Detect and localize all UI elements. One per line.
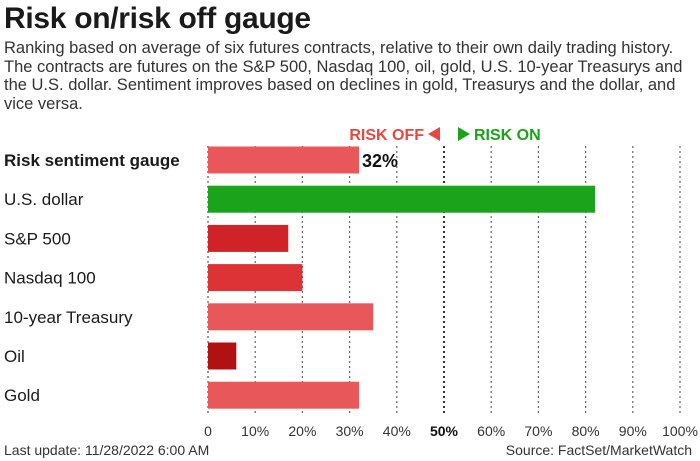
bar [208, 381, 360, 409]
x-tick-labels: 0 10% 20% 30% 40% 50% 60% 70% 80% 90% 100% [204, 423, 698, 439]
x-tick-label: 100% [662, 423, 698, 439]
x-tick-label: 40% [383, 423, 411, 439]
left-arrow-icon [428, 127, 440, 141]
category-label: Gold [4, 386, 40, 405]
x-tick-label: 60% [477, 423, 505, 439]
bar [208, 342, 237, 370]
risk-on-label: RISK ON [474, 127, 541, 144]
bar [208, 185, 596, 213]
source-note: Source: FactSet/MarketWatch [505, 442, 692, 458]
bar [208, 303, 374, 331]
category-label: S&P 500 [4, 229, 71, 248]
x-tick-label: 50% [430, 423, 459, 439]
category-labels: Risk sentiment gauge U.S. dollar S&P 500 Na… [4, 151, 180, 405]
data-label: 32% [362, 151, 398, 171]
category-label: 10-year Treasury [4, 308, 133, 327]
bar [208, 264, 303, 292]
x-tick-label: 10% [241, 423, 269, 439]
x-tick-label: 20% [288, 423, 316, 439]
last-update: Last update: 11/28/2022 6:00 AM [4, 442, 210, 458]
x-tick-label: 80% [572, 423, 600, 439]
x-tick-label: 70% [524, 423, 552, 439]
bars: 32% [208, 146, 596, 409]
risk-legend: RISK OFF RISK ON [349, 127, 541, 144]
category-label: Nasdaq 100 [4, 269, 96, 288]
x-tick-label: 90% [619, 423, 647, 439]
x-tick-label: 30% [336, 423, 364, 439]
category-label: U.S. dollar [4, 190, 84, 209]
chart-title: Risk on/risk off gauge [4, 2, 311, 35]
category-label: Oil [4, 347, 25, 366]
bar [208, 146, 360, 174]
risk-off-label: RISK OFF [349, 127, 424, 144]
chart-subtitle: Ranking based on average of six futures … [4, 39, 683, 113]
right-arrow-icon [458, 127, 470, 141]
x-tick-label: 0 [204, 423, 212, 439]
category-label: Risk sentiment gauge [4, 151, 180, 170]
bar [208, 224, 289, 252]
